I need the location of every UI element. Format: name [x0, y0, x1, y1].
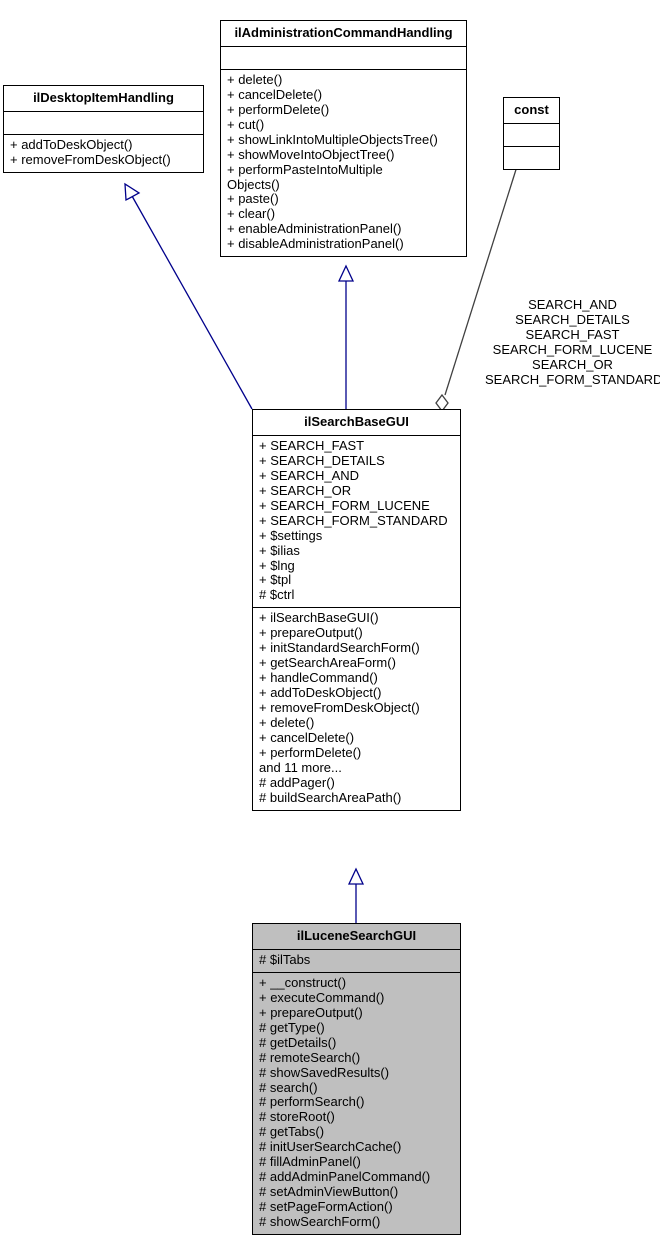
- uml-section: # $ilTabs: [253, 950, 460, 973]
- uml-member: + cut(): [227, 118, 460, 133]
- uml-member: # getType(): [259, 1021, 454, 1036]
- uml-member: + SEARCH_FORM_LUCENE: [259, 499, 454, 514]
- uml-member: # getDetails(): [259, 1036, 454, 1051]
- uml-member: # getTabs(): [259, 1125, 454, 1140]
- uml-class-lucene: ilLuceneSearchGUI # $ilTabs + __construct(…: [252, 923, 461, 1235]
- uml-member: + SEARCH_DETAILS: [259, 454, 454, 469]
- uml-class-searchbase: ilSearchBaseGUI+ SEARCH_FAST+ SEARCH_DET…: [252, 409, 461, 811]
- uml-member: + removeFromDeskObject(): [10, 153, 197, 168]
- uml-member: + handleCommand(): [259, 671, 454, 686]
- uml-member: + SEARCH_FORM_STANDARD: [259, 514, 454, 529]
- uml-section: [4, 112, 203, 135]
- uml-member: + ilSearchBaseGUI(): [259, 611, 454, 626]
- uml-class-title: ilAdministrationCommandHandling: [221, 21, 466, 47]
- uml-member: + $ilias: [259, 544, 454, 559]
- uml-member: + prepareOutput(): [259, 1006, 454, 1021]
- uml-member: + delete(): [227, 73, 460, 88]
- uml-member: + SEARCH_OR: [259, 484, 454, 499]
- uml-member: + performDelete(): [259, 746, 454, 761]
- uml-member: # addAdminPanelCommand(): [259, 1170, 454, 1185]
- const-label: SEARCH_AND: [485, 298, 660, 313]
- uml-member: + showMoveIntoObjectTree(): [227, 148, 460, 163]
- uml-member: # buildSearchAreaPath(): [259, 791, 454, 806]
- uml-class-title: ilSearchBaseGUI: [253, 410, 460, 436]
- const-label: SEARCH_DETAILS: [485, 313, 660, 328]
- uml-member: + __construct(): [259, 976, 454, 991]
- uml-member: + addToDeskObject(): [259, 686, 454, 701]
- uml-class-desktop: ilDesktopItemHandling + addToDeskObject(…: [3, 85, 204, 173]
- uml-member: + getSearchAreaForm(): [259, 656, 454, 671]
- uml-class-title: const: [504, 98, 559, 124]
- uml-member: Objects(): [227, 178, 460, 193]
- const-relationship-labels: SEARCH_ANDSEARCH_DETAILSSEARCH_FASTSEARC…: [485, 298, 660, 388]
- uml-member: + SEARCH_AND: [259, 469, 454, 484]
- uml-member: + $lng: [259, 559, 454, 574]
- uml-member: + SEARCH_FAST: [259, 439, 454, 454]
- uml-member: + performPasteIntoMultiple: [227, 163, 460, 178]
- edge-inherit_searchbase_to_admin: [339, 266, 353, 409]
- uml-member: + $settings: [259, 529, 454, 544]
- uml-member: + performDelete(): [227, 103, 460, 118]
- const-label: SEARCH_FORM_LUCENE: [485, 343, 660, 358]
- uml-member: # setAdminViewButton(): [259, 1185, 454, 1200]
- uml-member: # showSavedResults(): [259, 1066, 454, 1081]
- uml-member: + enableAdministrationPanel(): [227, 222, 460, 237]
- uml-member: # search(): [259, 1081, 454, 1096]
- uml-member: and 11 more...: [259, 761, 454, 776]
- const-label: SEARCH_FAST: [485, 328, 660, 343]
- const-label: SEARCH_OR: [485, 358, 660, 373]
- const-label: SEARCH_FORM_STANDARD: [485, 373, 660, 388]
- uml-member: + showLinkIntoMultipleObjectsTree(): [227, 133, 460, 148]
- uml-member: + disableAdministrationPanel(): [227, 237, 460, 252]
- uml-member: [510, 150, 553, 165]
- uml-member: [227, 50, 460, 65]
- uml-member: + executeCommand(): [259, 991, 454, 1006]
- uml-class-admin: ilAdministrationCommandHandling + delete…: [220, 20, 467, 257]
- edge-inherit_lucene_to_searchbase: [349, 869, 363, 923]
- uml-member: # addPager(): [259, 776, 454, 791]
- uml-section: [504, 124, 559, 147]
- uml-member: [510, 127, 553, 142]
- uml-member: # setPageFormAction(): [259, 1200, 454, 1215]
- uml-class-const: const: [503, 97, 560, 170]
- uml-class-title: ilDesktopItemHandling: [4, 86, 203, 112]
- uml-class-title: ilLuceneSearchGUI: [253, 924, 460, 950]
- uml-member: + prepareOutput(): [259, 626, 454, 641]
- uml-member: + initStandardSearchForm(): [259, 641, 454, 656]
- uml-member: [10, 115, 197, 130]
- uml-section: + delete()+ cancelDelete()+ performDelet…: [221, 70, 466, 256]
- uml-member: # fillAdminPanel(): [259, 1155, 454, 1170]
- uml-member: + clear(): [227, 207, 460, 222]
- uml-member: # $ctrl: [259, 588, 454, 603]
- uml-section: + ilSearchBaseGUI()+ prepareOutput()+ in…: [253, 608, 460, 809]
- uml-section: + SEARCH_FAST+ SEARCH_DETAILS+ SEARCH_AN…: [253, 436, 460, 608]
- uml-section: [504, 147, 559, 169]
- uml-member: + cancelDelete(): [259, 731, 454, 746]
- uml-member: # $ilTabs: [259, 953, 454, 968]
- uml-member: + $tpl: [259, 573, 454, 588]
- uml-member: + addToDeskObject(): [10, 138, 197, 153]
- uml-member: + delete(): [259, 716, 454, 731]
- uml-section: [221, 47, 466, 70]
- uml-member: + removeFromDeskObject(): [259, 701, 454, 716]
- uml-member: # performSearch(): [259, 1095, 454, 1110]
- uml-section: + __construct()+ executeCommand()+ prepa…: [253, 973, 460, 1234]
- uml-member: # initUserSearchCache(): [259, 1140, 454, 1155]
- uml-member: + cancelDelete(): [227, 88, 460, 103]
- uml-member: # storeRoot(): [259, 1110, 454, 1125]
- uml-member: # showSearchForm(): [259, 1215, 454, 1230]
- uml-member: + paste(): [227, 192, 460, 207]
- uml-section: + addToDeskObject()+ removeFromDeskObjec…: [4, 135, 203, 172]
- uml-member: # remoteSearch(): [259, 1051, 454, 1066]
